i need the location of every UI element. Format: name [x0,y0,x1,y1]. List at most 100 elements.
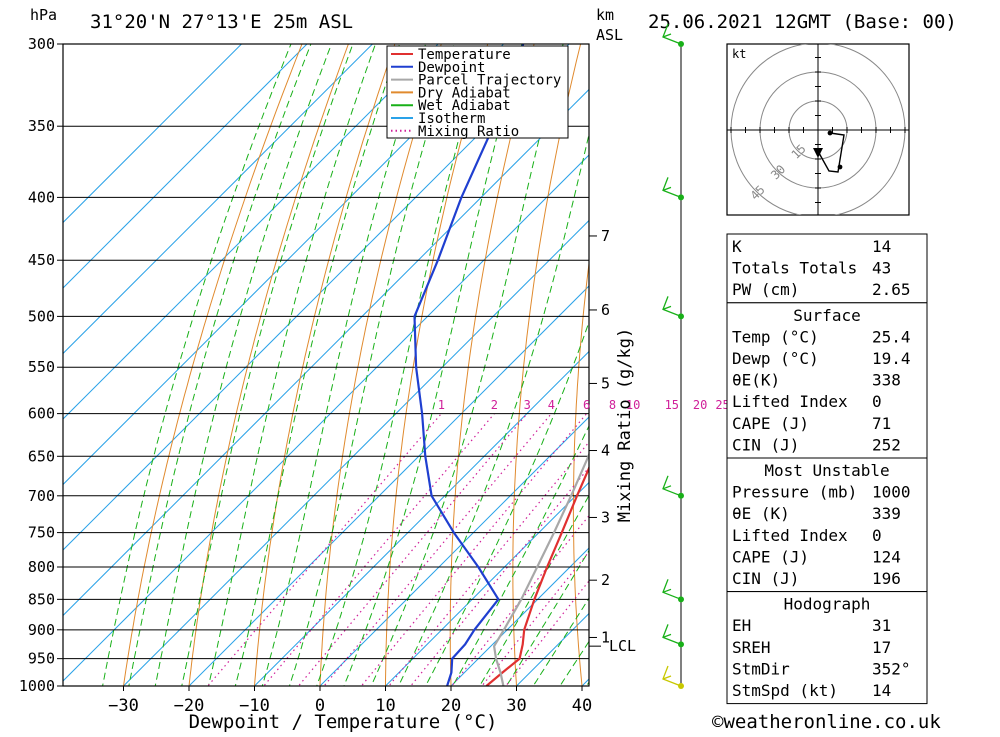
index-label: Lifted Index [732,392,848,411]
isotherm-line [0,7,409,712]
wind-barb [663,624,681,644]
mixing-ratio-label: 15 [665,398,679,412]
hodograph-point [828,131,833,136]
pressure-tick-label: 850 [28,590,55,608]
index-value: 196 [872,569,901,588]
index-label: CAPE (J) [732,414,809,433]
km-tick-label: 3 [601,508,610,526]
mixing-ratio-line [186,414,442,712]
wet-adiabat-line [176,7,367,712]
profile-line [486,44,716,686]
mixing-ratio-label: 3 [524,398,531,412]
index-value: 2.65 [872,280,911,299]
indices-section-title: Most Unstable [764,461,889,480]
pressure-tick-label: 750 [28,524,55,542]
height-unit-label: km [596,6,614,24]
wet-adiabat-line [124,7,326,712]
pressure-tick-label: 600 [28,405,55,423]
index-label: CIN (J) [732,435,799,454]
indices-section-title: Hodograph [784,595,871,614]
wind-barb-point [678,641,684,647]
pressure-tick-label: 800 [28,558,55,576]
pressure-tick-label: 700 [28,487,55,505]
pressure-unit-label: hPa [30,6,57,24]
wind-barb [663,476,681,496]
dry-adiabat-line [950,7,1000,712]
mixing-ratio-label: 20 [693,398,707,412]
profile-line [494,44,708,686]
isotherm-line [0,7,671,712]
mixing-ratio-line [277,414,527,712]
index-value: 25.4 [872,327,911,346]
lcl-label: LCL [609,637,636,655]
wind-barb-point [678,493,684,499]
km-tick-label: 4 [601,442,610,460]
wind-barb [663,579,681,599]
pressure-tick-label: 1000 [19,677,55,695]
km-tick-label: 2 [601,571,610,589]
mixing-ratio-line [302,414,551,712]
index-label: PW (cm) [732,280,799,299]
index-label: SREH [732,638,771,657]
index-label: StmSpd (kt) [732,681,838,700]
index-value: 124 [872,547,901,566]
pressure-tick-label: 950 [28,650,55,668]
temperature-tick-label: 30 [506,696,526,716]
indices-section-title: Surface [793,306,860,325]
index-label: CIN (J) [732,569,799,588]
index-label: Dewp (°C) [732,349,819,368]
datetime-title: 25.06.2021 12GMT (Base: 00) [648,11,957,33]
index-value: 17 [872,638,891,657]
index-value: 252 [872,435,901,454]
index-label: Temp (°C) [732,327,819,346]
mixing-ratio-line [242,414,495,712]
index-label: EH [732,616,751,635]
mixing-ratio-axis-title: Mixing Ratio (g/kg) [615,328,635,522]
index-value: 0 [872,526,882,545]
index-value: 338 [872,371,901,390]
index-label: Totals Totals [732,259,857,278]
legend-label: Mixing Ratio [418,124,519,140]
wind-barb-point [678,596,684,602]
wind-barb [663,296,681,316]
index-value: 43 [872,259,891,278]
pressure-tick-label: 500 [28,307,55,325]
mixing-ratio-label: 4 [548,398,555,412]
pressure-tick-label: 450 [28,251,55,269]
index-label: Pressure (mb) [732,483,857,502]
height-unit-label-2: ASL [596,26,623,44]
index-label: θE (K) [732,504,790,523]
index-value: 31 [872,616,891,635]
index-label: StmDir [732,659,790,678]
pressure-tick-label: 650 [28,447,55,465]
dry-adiabat-line [120,7,317,712]
copyright-footer: ©weatheronline.co.uk [712,711,941,733]
index-value: 14 [872,681,891,700]
index-value: 352° [872,659,911,678]
hodograph-unit-label: kt [732,47,746,61]
index-label: CAPE (J) [732,547,809,566]
dry-adiabat-line [632,7,681,712]
pressure-tick-label: 550 [28,358,55,376]
pressure-tick-label: 350 [28,117,55,135]
temperature-tick-label: −30 [108,696,139,716]
index-value: 0 [872,392,882,411]
wind-barb-point [678,194,684,200]
index-value: 71 [872,414,891,433]
mixing-ratio-label: 1 [438,398,445,412]
mixing-ratio-label: 6 [583,398,590,412]
wind-barb [663,177,681,197]
pressure-tick-label: 900 [28,621,55,639]
wet-adiabat-line [150,7,346,712]
pressure-tick-label: 300 [28,35,55,53]
km-tick-label: 5 [601,374,610,392]
pressure-tick-label: 400 [28,188,55,206]
index-value: 14 [872,237,891,256]
mixing-ratio-label: 2 [491,398,498,412]
hodograph-point [838,165,843,170]
mixing-ratio-line [431,414,672,712]
dry-adiabat-line [186,7,362,712]
index-label: θE(K) [732,371,780,390]
